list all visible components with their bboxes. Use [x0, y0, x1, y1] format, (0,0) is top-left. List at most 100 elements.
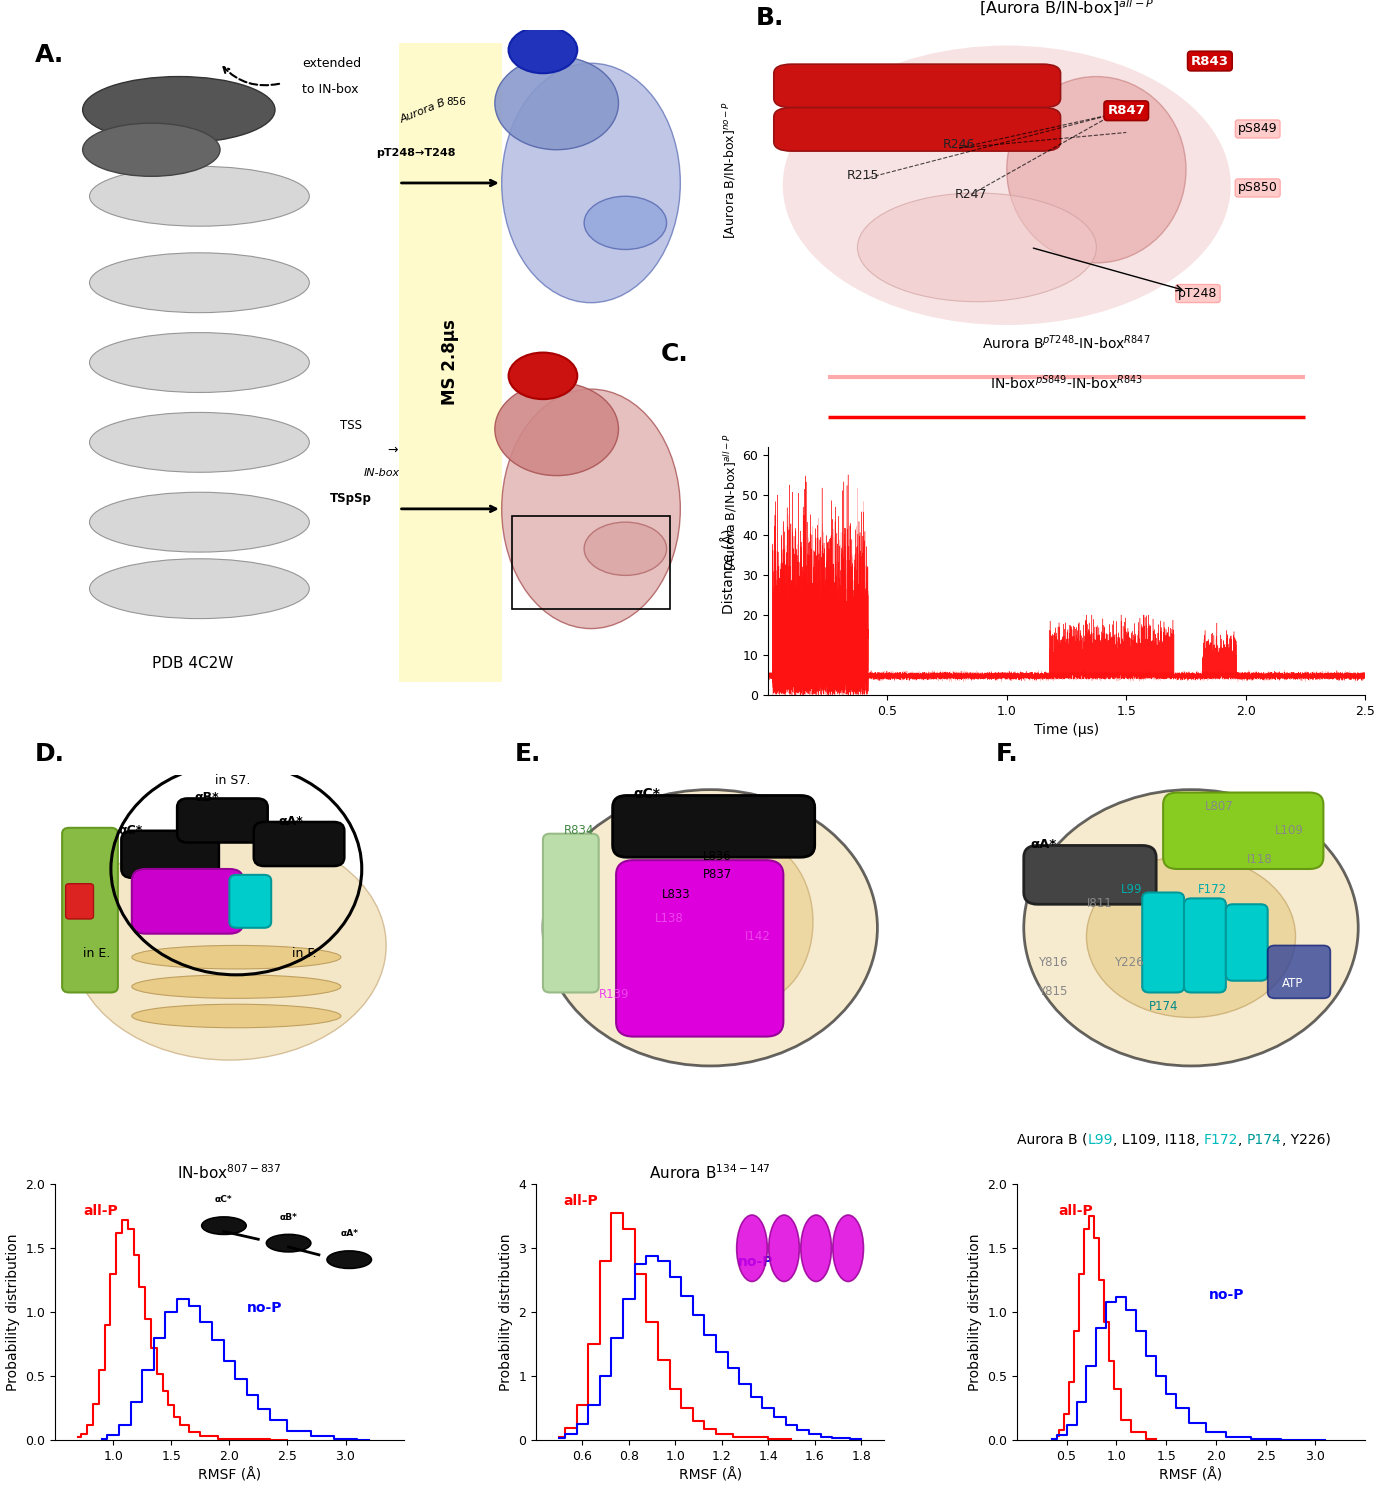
Text: extended: extended [302, 57, 361, 69]
Text: R847: R847 [1107, 104, 1145, 117]
Text: in S7.: in S7. [215, 774, 251, 786]
Text: C.: C. [661, 342, 688, 366]
FancyBboxPatch shape [177, 798, 268, 843]
X-axis label: Time (μs): Time (μs) [1034, 723, 1099, 738]
FancyBboxPatch shape [399, 44, 502, 682]
FancyBboxPatch shape [1023, 846, 1156, 904]
Text: R843: R843 [1191, 54, 1229, 68]
Text: no-P: no-P [247, 1300, 283, 1316]
Text: E.: E. [516, 742, 542, 766]
Text: , Y226): , Y226) [1282, 1132, 1331, 1148]
Text: L807: L807 [1205, 800, 1234, 813]
X-axis label: RMSF (Å): RMSF (Å) [678, 1468, 742, 1482]
Text: Aurora B: Aurora B [399, 98, 447, 124]
Text: IN-box: IN-box [364, 468, 400, 477]
Ellipse shape [502, 388, 680, 628]
Text: R834: R834 [564, 824, 594, 837]
Text: R139: R139 [598, 988, 629, 1002]
Text: $\rightarrow$: $\rightarrow$ [385, 442, 399, 456]
Text: , L109, I118,: , L109, I118, [1113, 1132, 1204, 1148]
Text: P837: P837 [703, 868, 732, 880]
Text: L836: L836 [703, 850, 732, 862]
Text: Y815: Y815 [1038, 986, 1067, 999]
Ellipse shape [691, 842, 814, 1004]
Text: [Aurora B/IN-box]$^{no-P}$: [Aurora B/IN-box]$^{no-P}$ [721, 100, 739, 238]
FancyBboxPatch shape [1142, 892, 1185, 993]
Text: all-P: all-P [1059, 1204, 1094, 1218]
Ellipse shape [132, 945, 341, 969]
Ellipse shape [509, 27, 578, 74]
Text: IN-box$^{pS849}$-IN-box$^{R843}$: IN-box$^{pS849}$-IN-box$^{R843}$ [990, 374, 1143, 392]
Text: pS850: pS850 [1238, 182, 1277, 195]
Text: L99: L99 [1087, 1132, 1113, 1148]
Y-axis label: Distance (Å): Distance (Å) [723, 528, 736, 614]
Ellipse shape [90, 333, 309, 393]
Ellipse shape [585, 196, 666, 249]
Ellipse shape [132, 1004, 341, 1028]
Text: in F.: in F. [292, 946, 317, 960]
Text: MS 2.8μs: MS 2.8μs [441, 320, 459, 405]
Title: IN-box$^{807-837}$: IN-box$^{807-837}$ [177, 1162, 281, 1182]
FancyBboxPatch shape [1185, 898, 1226, 993]
FancyBboxPatch shape [616, 859, 783, 1036]
FancyBboxPatch shape [774, 108, 1060, 152]
Text: Y816: Y816 [1038, 956, 1067, 969]
FancyBboxPatch shape [132, 868, 243, 933]
Text: all-P: all-P [564, 1194, 598, 1208]
Text: αA*: αA* [1030, 839, 1056, 852]
Ellipse shape [1007, 76, 1186, 262]
Text: in E.: in E. [83, 946, 110, 960]
Ellipse shape [495, 382, 619, 476]
Ellipse shape [585, 522, 666, 576]
Ellipse shape [83, 76, 274, 142]
FancyBboxPatch shape [774, 64, 1060, 108]
Text: [Aurora B/IN-box]$^{all-P}$: [Aurora B/IN-box]$^{all-P}$ [721, 433, 739, 572]
Text: pS849: pS849 [1238, 123, 1277, 135]
Text: αB*: αB* [194, 792, 219, 804]
FancyBboxPatch shape [543, 834, 598, 993]
Text: ATP: ATP [1281, 976, 1303, 990]
Text: no-P: no-P [738, 1256, 774, 1269]
Text: Aurora B$^{pT248}$-IN-box$^{R847}$: Aurora B$^{pT248}$-IN-box$^{R847}$ [982, 333, 1150, 352]
Text: TSpSp: TSpSp [330, 492, 371, 506]
Ellipse shape [83, 123, 221, 177]
Text: D.: D. [34, 742, 65, 766]
Text: I118: I118 [1247, 853, 1273, 865]
Text: F.: F. [996, 742, 1019, 766]
Text: TSS: TSS [339, 419, 361, 432]
Text: P174: P174 [1149, 1000, 1179, 1012]
Text: [Aurora B/IN-box]$^{all-P}$: [Aurora B/IN-box]$^{all-P}$ [979, 0, 1154, 18]
Ellipse shape [1087, 856, 1295, 1017]
Text: A.: A. [34, 44, 63, 68]
FancyBboxPatch shape [1226, 904, 1267, 981]
Text: αC*: αC* [117, 824, 142, 837]
Y-axis label: Probability distribution: Probability distribution [968, 1233, 982, 1391]
Text: P174: P174 [1247, 1132, 1282, 1148]
Y-axis label: Probability distribution: Probability distribution [499, 1233, 513, 1391]
Text: F172: F172 [1204, 1132, 1238, 1148]
Text: Y226: Y226 [1114, 956, 1145, 969]
FancyBboxPatch shape [229, 874, 272, 928]
FancyBboxPatch shape [62, 828, 117, 993]
Ellipse shape [543, 789, 877, 1066]
Ellipse shape [73, 831, 386, 1060]
Text: L833: L833 [662, 888, 690, 902]
Text: αA*: αA* [279, 815, 303, 828]
Ellipse shape [132, 975, 341, 999]
Text: no-P: no-P [1208, 1288, 1244, 1302]
X-axis label: RMSF (Å): RMSF (Å) [1160, 1468, 1223, 1482]
Ellipse shape [495, 57, 619, 150]
Ellipse shape [90, 166, 309, 226]
FancyBboxPatch shape [1267, 945, 1331, 999]
FancyBboxPatch shape [1162, 792, 1324, 868]
Text: to IN-box: to IN-box [302, 82, 359, 96]
Text: ,: , [1238, 1132, 1247, 1148]
Text: R215: R215 [847, 170, 880, 182]
Text: αC*: αC* [633, 788, 661, 801]
FancyBboxPatch shape [612, 795, 815, 856]
X-axis label: RMSF (Å): RMSF (Å) [197, 1468, 261, 1482]
FancyBboxPatch shape [121, 831, 219, 878]
Text: L138: L138 [655, 912, 683, 926]
Text: L109: L109 [1274, 824, 1303, 837]
Text: I811: I811 [1087, 897, 1113, 910]
